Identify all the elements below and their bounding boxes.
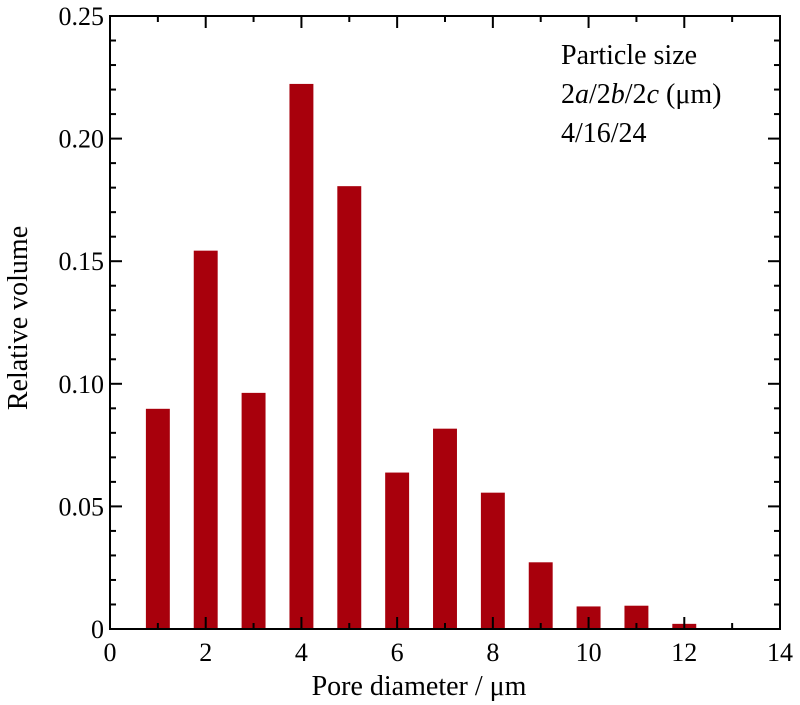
- y-tick-label-0.20: 0.20: [59, 125, 105, 154]
- x-tick-label-8: 8: [486, 638, 499, 667]
- bar-4: [289, 83, 314, 629]
- annotation-line-3: 4/16/24: [561, 118, 647, 149]
- bar-1: [145, 408, 170, 629]
- x-tick-label-6: 6: [391, 638, 404, 667]
- x-tick-label-12: 12: [671, 638, 697, 667]
- x-tick-label-2: 2: [199, 638, 212, 667]
- y-axis-label: Relative volume: [3, 226, 34, 410]
- plot-frame: [109, 15, 781, 630]
- bar-5: [337, 186, 362, 629]
- annotation-line-1: Particle size: [561, 40, 697, 71]
- bar-8: [480, 492, 505, 629]
- bars-group: [145, 83, 697, 629]
- x-axis-label: Pore diameter / μm: [312, 671, 527, 702]
- bar-3: [241, 392, 266, 629]
- y-tick-label-0.10: 0.10: [59, 370, 105, 399]
- bar-2: [193, 250, 218, 629]
- annotation-part-c: c: [647, 79, 660, 110]
- y-tick-label-0: 0: [91, 615, 104, 644]
- annotation-part-4: (μm): [659, 79, 721, 110]
- annotation-part-2: /2: [589, 79, 611, 110]
- x-tick-label-10: 10: [576, 638, 602, 667]
- bar-6: [385, 472, 410, 629]
- annotation-part-3: /2: [625, 79, 647, 110]
- x-tick-label-0: 0: [104, 638, 117, 667]
- annotation-part-1: 2: [561, 79, 575, 110]
- bar-7: [433, 428, 457, 629]
- particle-size-annotation: Particle size 2a/2b/2c (μm) 4/16/24: [561, 40, 721, 149]
- x-tick-label-14: 14: [767, 638, 793, 667]
- x-tick-label-4: 4: [295, 638, 308, 667]
- annotation-part-a: a: [575, 79, 589, 110]
- bar-11: [624, 605, 649, 629]
- bar-9: [528, 562, 553, 629]
- annotation-line-2: 2a/2b/2c (μm): [561, 79, 721, 110]
- x-tick-labels: 0 2 4 6 8 10 12 14: [104, 638, 794, 667]
- annotation-part-b: b: [611, 79, 625, 110]
- y-tick-label-0.05: 0.05: [59, 492, 105, 521]
- y-tick-label-0.25: 0.25: [59, 2, 105, 31]
- y-tick-labels: 0 0.05 0.10 0.15 0.20 0.25: [59, 2, 105, 644]
- y-tick-label-0.15: 0.15: [59, 247, 105, 276]
